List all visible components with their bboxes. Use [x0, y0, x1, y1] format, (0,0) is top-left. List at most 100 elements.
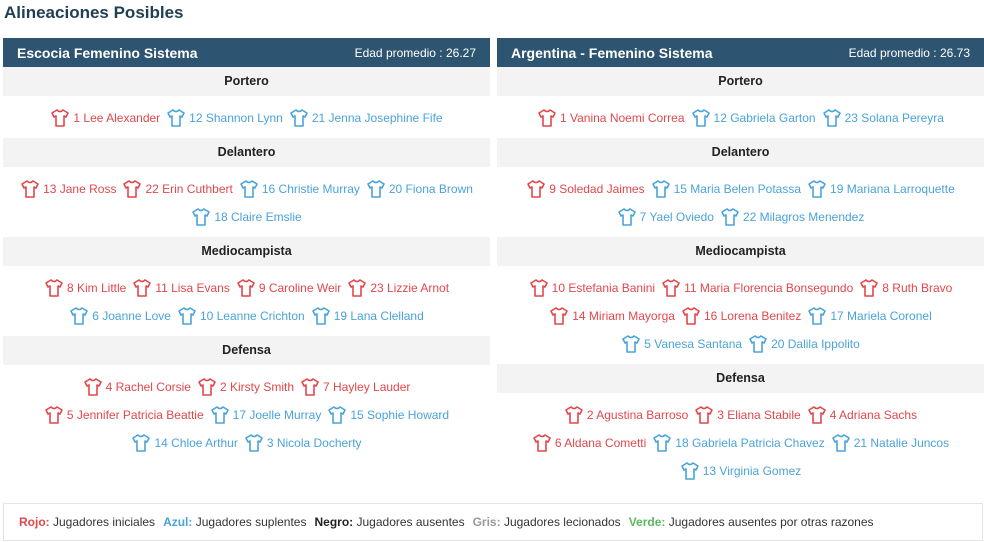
legend-item: Verde: Jugadores ausentes por otras razo… — [629, 515, 874, 529]
player-item[interactable]: 13 Virginia Gomez — [680, 457, 801, 485]
player-name: 3 Eliana Stabile — [717, 408, 801, 422]
legend-item: Azul: Jugadores suplentes — [163, 515, 306, 529]
player-item[interactable]: 14 Chloe Arthur — [131, 429, 238, 457]
player-item[interactable]: 21 Natalie Juncos — [831, 429, 949, 457]
player-item[interactable]: 5 Vanesa Santana — [621, 330, 742, 358]
shirt-icon — [51, 109, 70, 127]
player-item[interactable]: 13 Jane Ross — [20, 175, 116, 203]
player-name: 8 Ruth Bravo — [882, 281, 953, 295]
legend-item: Gris: Jugadores lecionados — [473, 515, 621, 529]
team-panel-home: Escocia Femenino Sistema Edad promedio :… — [3, 38, 490, 463]
player-item[interactable]: 4 Rachel Corsie — [83, 373, 191, 401]
player-name: 22 Milagros Menendez — [742, 210, 865, 224]
player-item[interactable]: 18 Claire Emslie — [191, 203, 302, 231]
player-item[interactable]: 20 Dalila Ippolito — [748, 330, 860, 358]
player-item[interactable]: 22 Milagros Menendez — [720, 203, 864, 231]
shirt-icon — [167, 109, 185, 127]
player-name: 6 Aldana Cometti — [554, 436, 647, 450]
player-item[interactable]: 2 Agustina Barroso — [564, 401, 688, 429]
player-item[interactable]: 8 Ruth Bravo — [859, 274, 952, 302]
player-item[interactable]: 10 Estefania Banini — [529, 274, 655, 302]
legend-item: Negro: Jugadores ausentes — [314, 515, 464, 529]
player-item[interactable]: 4 Adriana Sachs — [807, 401, 917, 429]
shirt-icon — [198, 378, 216, 396]
player-item[interactable]: 6 Aldana Cometti — [532, 429, 646, 457]
shirt-icon — [45, 406, 63, 424]
shirt-icon — [622, 335, 641, 353]
player-item[interactable]: 21 Jenna Josephine Fife — [289, 104, 443, 132]
page-title: Alineaciones Posibles — [4, 3, 184, 22]
player-item[interactable]: 7 Hayley Lauder — [300, 373, 410, 401]
player-item[interactable]: 6 Joanne Love — [69, 302, 171, 330]
player-item[interactable]: 1 Lee Alexander — [50, 104, 160, 132]
shirt-icon — [653, 434, 672, 452]
shirt-icon — [245, 434, 263, 452]
legend-key: Gris: — [472, 515, 501, 529]
player-name: 8 Kim Little — [66, 281, 127, 295]
players-list: 2 Agustina Barroso 3 Eliana Stabile 4 Adri… — [497, 393, 984, 491]
player-item[interactable]: 23 Lizzie Arnot — [347, 274, 449, 302]
team-header: Argentina - Femenino Sistema Edad promed… — [497, 38, 984, 67]
legend-key: Rojo: — [19, 515, 50, 529]
player-name: 21 Jenna Josephine Fife — [311, 111, 443, 125]
player-item[interactable]: 19 Mariana Larroquette — [807, 175, 955, 203]
legend-key: Azul: — [163, 515, 193, 529]
player-item[interactable]: 15 Maria Belen Potassa — [651, 175, 801, 203]
player-item[interactable]: 9 Soledad Jaimes — [526, 175, 645, 203]
player-item[interactable]: 1 Vanina Noemi Correa — [537, 104, 685, 132]
player-item[interactable]: 2 Kirsty Smith — [197, 373, 294, 401]
player-item[interactable]: 17 Mariela Coronel — [807, 302, 932, 330]
legend-desc: Jugadores ausentes por otras razones — [668, 515, 874, 529]
player-item[interactable]: 3 Nicola Docherty — [244, 429, 362, 457]
player-item[interactable]: 14 Miriam Mayorga — [549, 302, 675, 330]
player-item[interactable]: 9 Caroline Weir — [236, 274, 341, 302]
player-item[interactable]: 5 Jennifer Patricia Beattie — [44, 401, 204, 429]
player-name: 3 Nicola Docherty — [266, 436, 362, 450]
player-item[interactable]: 20 Fiona Brown — [366, 175, 473, 203]
player-item[interactable]: 16 Lorena Benitez — [681, 302, 801, 330]
player-item[interactable]: 22 Erin Cuthbert — [122, 175, 233, 203]
shirt-icon — [527, 180, 546, 198]
player-item[interactable]: 15 Sophie Howard — [327, 401, 449, 429]
player-item[interactable]: 17 Joelle Murray — [210, 401, 322, 429]
players-list: 9 Soledad Jaimes 15 Maria Belen Potassa 19… — [497, 167, 984, 237]
player-item[interactable]: 19 Lana Clelland — [311, 302, 424, 330]
shirt-icon — [45, 279, 63, 297]
player-name: 22 Erin Cuthbert — [145, 182, 233, 196]
player-name: 7 Hayley Lauder — [323, 380, 411, 394]
player-item[interactable]: 18 Gabriela Patricia Chavez — [652, 429, 825, 457]
player-item[interactable]: 23 Solana Pereyra — [822, 104, 944, 132]
player-name: 1 Lee Alexander — [73, 111, 161, 125]
player-name: 21 Natalie Juncos — [853, 436, 950, 450]
player-name: 2 Kirsty Smith — [219, 380, 294, 394]
shirt-icon — [192, 208, 211, 226]
legend-item: Rojo: Jugadores iniciales — [19, 515, 155, 529]
player-item[interactable]: 11 Lisa Evans — [132, 274, 230, 302]
shirt-icon — [808, 180, 826, 198]
player-name: 9 Caroline Weir — [258, 281, 342, 295]
player-item[interactable]: 11 Maria Florencia Bonsegundo — [661, 274, 853, 302]
position-heading: Defensa — [3, 336, 490, 365]
shirt-icon — [210, 406, 229, 424]
shirt-icon — [348, 279, 367, 297]
shirt-icon — [529, 279, 548, 297]
player-item[interactable]: 12 Gabriela Garton — [691, 104, 816, 132]
player-item[interactable]: 16 Christie Murray — [239, 175, 360, 203]
player-name: 20 Dalila Ippolito — [771, 337, 860, 351]
shirt-icon — [565, 406, 583, 424]
player-name: 12 Shannon Lynn — [189, 111, 283, 125]
player-name: 5 Jennifer Patricia Beattie — [66, 408, 204, 422]
shirt-icon — [721, 208, 739, 226]
position-heading: Portero — [3, 67, 490, 96]
player-item[interactable]: 10 Leanne Crichton — [177, 302, 305, 330]
player-item[interactable]: 3 Eliana Stabile — [694, 401, 801, 429]
player-item[interactable]: 12 Shannon Lynn — [166, 104, 283, 132]
player-item[interactable]: 7 Yael Oviedo — [617, 203, 714, 231]
legend-key: Negro: — [314, 515, 354, 529]
player-item[interactable]: 8 Kim Little — [44, 274, 126, 302]
player-name: 15 Maria Belen Potassa — [673, 182, 802, 196]
player-name: 17 Joelle Murray — [232, 408, 322, 422]
shirt-icon — [680, 462, 699, 480]
shirt-icon — [860, 279, 879, 297]
team-panel-away: Argentina - Femenino Sistema Edad promed… — [497, 38, 984, 491]
